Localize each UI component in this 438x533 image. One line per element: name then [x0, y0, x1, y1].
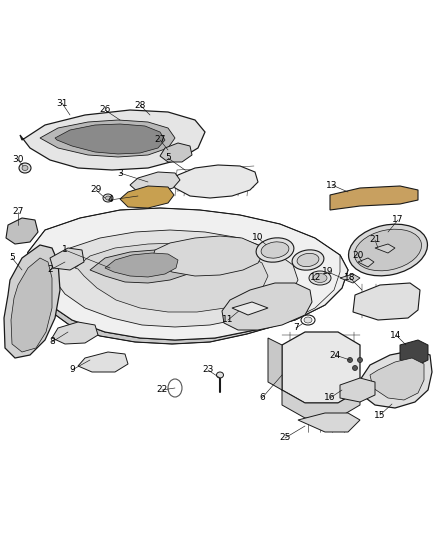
Text: 12: 12 [310, 273, 321, 282]
Polygon shape [52, 230, 298, 327]
Text: 30: 30 [12, 156, 24, 165]
Polygon shape [353, 283, 420, 320]
Text: 1: 1 [62, 246, 68, 254]
Polygon shape [55, 124, 165, 154]
Ellipse shape [301, 315, 315, 325]
Text: 26: 26 [99, 106, 111, 115]
Polygon shape [40, 120, 175, 157]
Text: 19: 19 [322, 268, 334, 277]
Text: 21: 21 [369, 236, 381, 245]
Text: 31: 31 [56, 99, 68, 108]
Polygon shape [232, 302, 268, 315]
Ellipse shape [168, 379, 182, 397]
Ellipse shape [22, 166, 28, 171]
Polygon shape [120, 186, 174, 208]
Text: 9: 9 [69, 366, 75, 375]
Text: 5: 5 [9, 254, 15, 262]
Polygon shape [340, 274, 360, 283]
Text: 24: 24 [329, 351, 341, 359]
Text: 20: 20 [352, 251, 364, 260]
Text: 10: 10 [252, 233, 264, 243]
Polygon shape [50, 248, 84, 270]
Polygon shape [153, 236, 263, 276]
Polygon shape [20, 110, 205, 170]
Ellipse shape [19, 163, 31, 173]
Text: 2: 2 [47, 265, 53, 274]
Polygon shape [222, 283, 312, 330]
Text: 25: 25 [279, 433, 291, 442]
Polygon shape [26, 208, 348, 340]
Text: 16: 16 [324, 393, 336, 402]
Ellipse shape [353, 366, 357, 370]
Polygon shape [282, 390, 360, 418]
Text: 28: 28 [134, 101, 146, 109]
Polygon shape [105, 253, 178, 277]
Ellipse shape [354, 229, 421, 271]
Text: 23: 23 [202, 366, 214, 375]
Polygon shape [24, 252, 348, 344]
Polygon shape [78, 352, 128, 372]
Polygon shape [298, 413, 360, 432]
Text: 6: 6 [259, 393, 265, 402]
Polygon shape [360, 350, 432, 408]
Text: 17: 17 [392, 215, 404, 224]
Ellipse shape [357, 358, 363, 362]
Polygon shape [90, 250, 195, 283]
Text: 14: 14 [390, 330, 402, 340]
Polygon shape [400, 340, 428, 365]
Polygon shape [52, 322, 98, 344]
Ellipse shape [297, 253, 319, 266]
Ellipse shape [261, 242, 289, 258]
Text: 27: 27 [12, 207, 24, 216]
Text: 4: 4 [107, 196, 113, 205]
Text: 22: 22 [156, 385, 168, 394]
Text: 18: 18 [344, 273, 356, 282]
Polygon shape [130, 172, 180, 193]
Text: 8: 8 [49, 337, 55, 346]
Polygon shape [75, 243, 268, 312]
Ellipse shape [347, 358, 353, 362]
Ellipse shape [216, 372, 223, 378]
Text: 11: 11 [222, 316, 234, 325]
Ellipse shape [349, 224, 427, 276]
Text: 3: 3 [117, 168, 123, 177]
Ellipse shape [304, 317, 312, 323]
Ellipse shape [103, 194, 113, 202]
Ellipse shape [309, 271, 331, 285]
Text: 13: 13 [326, 181, 338, 190]
Polygon shape [11, 258, 52, 352]
Ellipse shape [292, 250, 324, 270]
Text: 5: 5 [165, 154, 171, 163]
Polygon shape [358, 258, 374, 267]
Ellipse shape [313, 273, 327, 282]
Polygon shape [282, 332, 360, 403]
Polygon shape [172, 165, 258, 198]
Ellipse shape [106, 196, 110, 200]
Polygon shape [6, 218, 38, 244]
Text: 7: 7 [293, 324, 299, 333]
Polygon shape [330, 186, 418, 210]
Polygon shape [268, 338, 282, 390]
Polygon shape [340, 378, 375, 402]
Text: 29: 29 [90, 185, 102, 195]
Polygon shape [160, 143, 192, 162]
Text: 15: 15 [374, 410, 386, 419]
Ellipse shape [256, 238, 294, 262]
Polygon shape [4, 245, 60, 358]
Polygon shape [370, 358, 424, 400]
Text: 27: 27 [154, 135, 166, 144]
Polygon shape [375, 244, 395, 253]
